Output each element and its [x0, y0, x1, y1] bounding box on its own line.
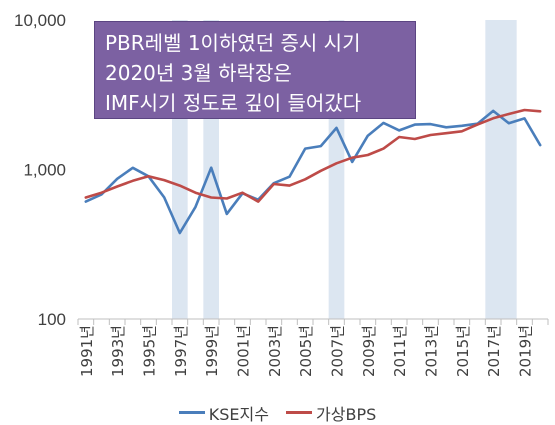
- y-tick-label: 100: [38, 310, 66, 329]
- x-tick-label: 2001년: [235, 325, 253, 377]
- shade-band-2017: [485, 20, 501, 319]
- legend-swatch-bps: [286, 411, 313, 414]
- x-tick-label: 2011년: [391, 325, 409, 377]
- legend: KSE지수 가상BPS: [0, 399, 555, 425]
- legend-item-bps: 가상BPS: [286, 401, 376, 425]
- series-line-1: [84, 109, 542, 235]
- shade-band-2018: [501, 20, 517, 319]
- x-tick-label: 2005년: [297, 325, 315, 377]
- x-tick-label: 1997년: [172, 325, 190, 377]
- x-tick-label: 2003년: [266, 325, 284, 377]
- x-tick-label: 2019년: [517, 325, 535, 377]
- callout-line-1: PBR레벨 1이하였던 증시 시기: [105, 31, 361, 55]
- x-tick-label: 2017년: [485, 325, 503, 377]
- x-tick-label: 2007년: [329, 325, 347, 377]
- x-tick-label: 1993년: [109, 325, 127, 377]
- legend-label-kse: KSE지수: [208, 404, 269, 424]
- series-line-2: [84, 108, 542, 203]
- x-tick-label: 2013년: [423, 325, 441, 377]
- x-tick-label: 1991년: [78, 325, 96, 377]
- legend-item-kse: KSE지수: [178, 401, 269, 425]
- y-tick-label: 10,000: [14, 11, 66, 30]
- x-tick-label: 2009년: [360, 325, 378, 377]
- y-tick-label: 1,000: [23, 161, 66, 180]
- x-tick-label: 1999년: [203, 325, 221, 377]
- series-lines: [84, 108, 542, 235]
- axes: [77, 318, 549, 325]
- x-tick-label: 1995년: [141, 325, 159, 377]
- legend-label-bps: 가상BPS: [316, 404, 377, 424]
- callout-line-2: 2020년 3월 하락장은: [105, 61, 292, 85]
- y-tick-labels: 100 1,000 10,000: [14, 11, 66, 329]
- x-tick-labels: 1991년 1993년 1995년 1997년 1999년 2001년 2003년 2005년…: [78, 325, 535, 377]
- legend-swatch-kse: [178, 411, 205, 414]
- x-tick-label: 2015년: [454, 325, 472, 377]
- annotation-callout: PBR레벨 1이하였던 증시 시기 2020년 3월 하락장은 IMF시기 정도…: [94, 21, 416, 119]
- callout-line-3: IMF시기 정도로 깊이 들어갔다: [105, 91, 362, 115]
